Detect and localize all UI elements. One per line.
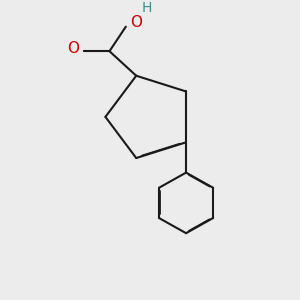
Text: H: H: [141, 1, 152, 15]
Text: O: O: [67, 41, 79, 56]
Text: O: O: [130, 15, 142, 30]
